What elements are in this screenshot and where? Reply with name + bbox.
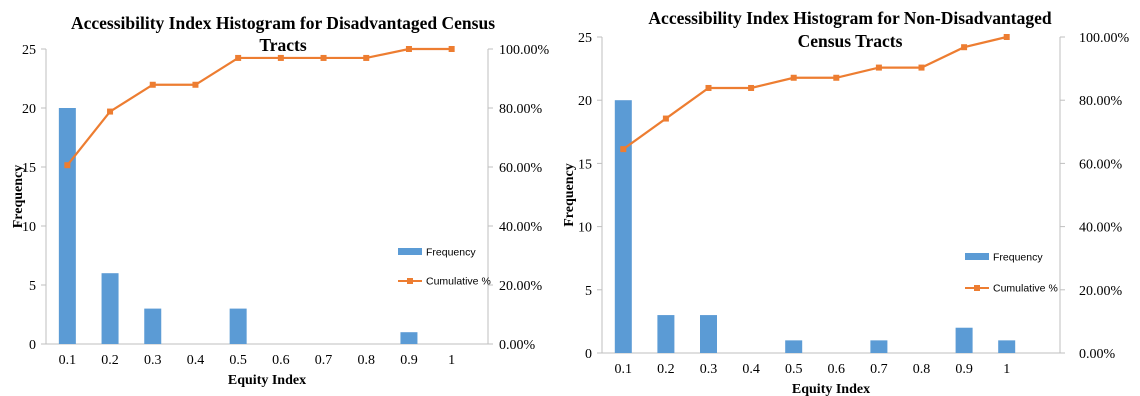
left-cumulative-point — [320, 54, 327, 61]
left-cumulative-point — [149, 81, 156, 88]
left-histogram-chart: Accessibility Index Histogram for Disadv… — [0, 0, 560, 396]
right-y-tick-label: 0 — [585, 347, 592, 362]
left-legend-frequency-swatch — [398, 248, 422, 255]
left-y2-tick-label: 80.00% — [499, 102, 543, 117]
right-y-tick-label: 20 — [578, 94, 592, 109]
left-chart-title-line-1: Accessibility Index Histogram for Disadv… — [71, 13, 495, 33]
left-x-tick-label: 0.1 — [59, 353, 77, 368]
left-y-tick-label: 10 — [22, 220, 36, 235]
left-cumulative-point — [405, 46, 412, 52]
right-cumulative-point — [705, 84, 712, 91]
right-x-tick-label: 1 — [1003, 362, 1010, 377]
left-x-axis-label: Equity Index — [228, 373, 306, 388]
left-x-tick-label: 0.4 — [187, 353, 205, 368]
right-cumulative-line — [622, 35, 1007, 151]
right-y2-tick-label: 40.00% — [1079, 221, 1123, 236]
left-x-tick-label: 0.2 — [101, 353, 119, 368]
right-histogram-chart: Accessibility Index Histogram for Non-Di… — [560, 0, 1140, 396]
right-x-axis-label: Equity Index — [792, 382, 870, 396]
right-y2-tick-label: 20.00% — [1079, 284, 1123, 299]
left-x-tick-label: 0.9 — [400, 353, 418, 368]
right-frequency-bar — [955, 327, 973, 353]
right-y-axis-label: Frequency — [562, 163, 577, 227]
right-cumulative-point — [961, 44, 968, 51]
right-frequency-bar — [700, 315, 717, 353]
right-y-tick-label: 15 — [578, 157, 592, 172]
left-cumulative-point — [192, 81, 199, 88]
right-chart-svg: Accessibility Index Histogram for Non-Di… — [562, 8, 1130, 396]
right-y2-tick-label: 60.00% — [1079, 157, 1123, 172]
left-legend-frequency-label: Frequency — [426, 247, 476, 259]
right-cumulative-point — [790, 74, 797, 81]
right-y2-tick-label: 0.00% — [1079, 347, 1116, 362]
right-frequency-bar — [614, 100, 632, 353]
left-cumulative-point — [64, 162, 71, 169]
left-legend-cumulative-label: Cumulative % — [426, 276, 491, 288]
right-legend-frequency-swatch — [965, 253, 989, 260]
left-frequency-bar — [144, 308, 162, 344]
right-x-tick-label: 0.3 — [700, 362, 718, 377]
right-frequency-bar — [998, 340, 1016, 353]
left-frequency-bar — [58, 108, 76, 344]
left-frequency-bar — [101, 273, 119, 344]
left-x-tick-label: 0.7 — [315, 353, 333, 368]
left-cumulative-point — [448, 46, 455, 52]
right-cumulative-point — [875, 64, 882, 71]
right-cumulative-point — [1003, 34, 1010, 40]
left-y2-tick-label: 100.00% — [499, 43, 550, 58]
left-cumulative-line — [66, 47, 452, 166]
left-cumulative-point — [107, 108, 114, 115]
right-cumulative-point — [748, 84, 755, 91]
right-x-tick-label: 0.6 — [828, 362, 846, 377]
left-y2-tick-label: 40.00% — [499, 220, 543, 235]
left-legend-cumulative-marker — [407, 278, 413, 284]
left-y-axis-label: Frequency — [11, 165, 26, 229]
right-cumulative-point — [662, 115, 669, 122]
right-x-tick-label: 0.7 — [870, 362, 888, 377]
right-cumulative-point — [833, 74, 840, 81]
left-y2-tick-label: 0.00% — [499, 338, 536, 353]
left-cumulative-point — [363, 54, 370, 61]
right-x-tick-label: 0.9 — [955, 362, 973, 377]
right-y2-tick-label: 100.00% — [1079, 31, 1130, 46]
right-cumulative-point — [918, 64, 925, 71]
left-y-tick-label: 25 — [22, 43, 36, 58]
left-y-tick-label: 0 — [29, 338, 36, 353]
left-x-tick-label: 1 — [448, 353, 455, 368]
right-frequency-bar — [657, 315, 675, 353]
left-x-tick-label: 0.3 — [144, 353, 162, 368]
right-x-tick-label: 0.2 — [657, 362, 675, 377]
right-legend-frequency-label: Frequency — [993, 252, 1043, 264]
right-legend-cumulative-label: Cumulative % — [993, 283, 1058, 295]
left-x-tick-label: 0.6 — [272, 353, 290, 368]
left-cumulative-point — [277, 54, 284, 61]
left-y2-tick-label: 20.00% — [499, 279, 543, 294]
right-cumulative-point — [620, 146, 627, 153]
left-x-tick-label: 0.5 — [229, 353, 247, 368]
right-frequency-bar — [870, 340, 888, 353]
right-x-tick-label: 0.1 — [615, 362, 633, 377]
left-y-tick-label: 15 — [22, 161, 36, 176]
right-x-tick-label: 0.5 — [785, 362, 803, 377]
left-y2-tick-label: 60.00% — [499, 161, 543, 176]
left-x-tick-label: 0.8 — [358, 353, 376, 368]
left-y-tick-label: 20 — [22, 102, 36, 117]
right-y2-tick-label: 80.00% — [1079, 94, 1123, 109]
right-chart-title-line-1: Accessibility Index Histogram for Non-Di… — [648, 8, 1051, 28]
left-y-tick-label: 5 — [29, 279, 36, 294]
right-legend-cumulative-marker — [974, 285, 980, 291]
right-x-tick-label: 0.4 — [742, 362, 760, 377]
left-chart-title-line-2: Tracts — [259, 35, 306, 55]
left-frequency-bar — [400, 332, 418, 344]
right-y-tick-label: 10 — [578, 221, 592, 236]
left-chart-svg: Accessibility Index Histogram for Disadv… — [11, 13, 550, 388]
right-y-tick-label: 5 — [585, 284, 592, 299]
left-frequency-bar — [229, 308, 247, 344]
right-chart-title-line-2: Census Tracts — [798, 31, 903, 51]
right-frequency-bar — [785, 340, 803, 353]
right-y-tick-label: 25 — [578, 31, 592, 46]
left-cumulative-point — [235, 54, 242, 61]
right-x-tick-label: 0.8 — [913, 362, 931, 377]
